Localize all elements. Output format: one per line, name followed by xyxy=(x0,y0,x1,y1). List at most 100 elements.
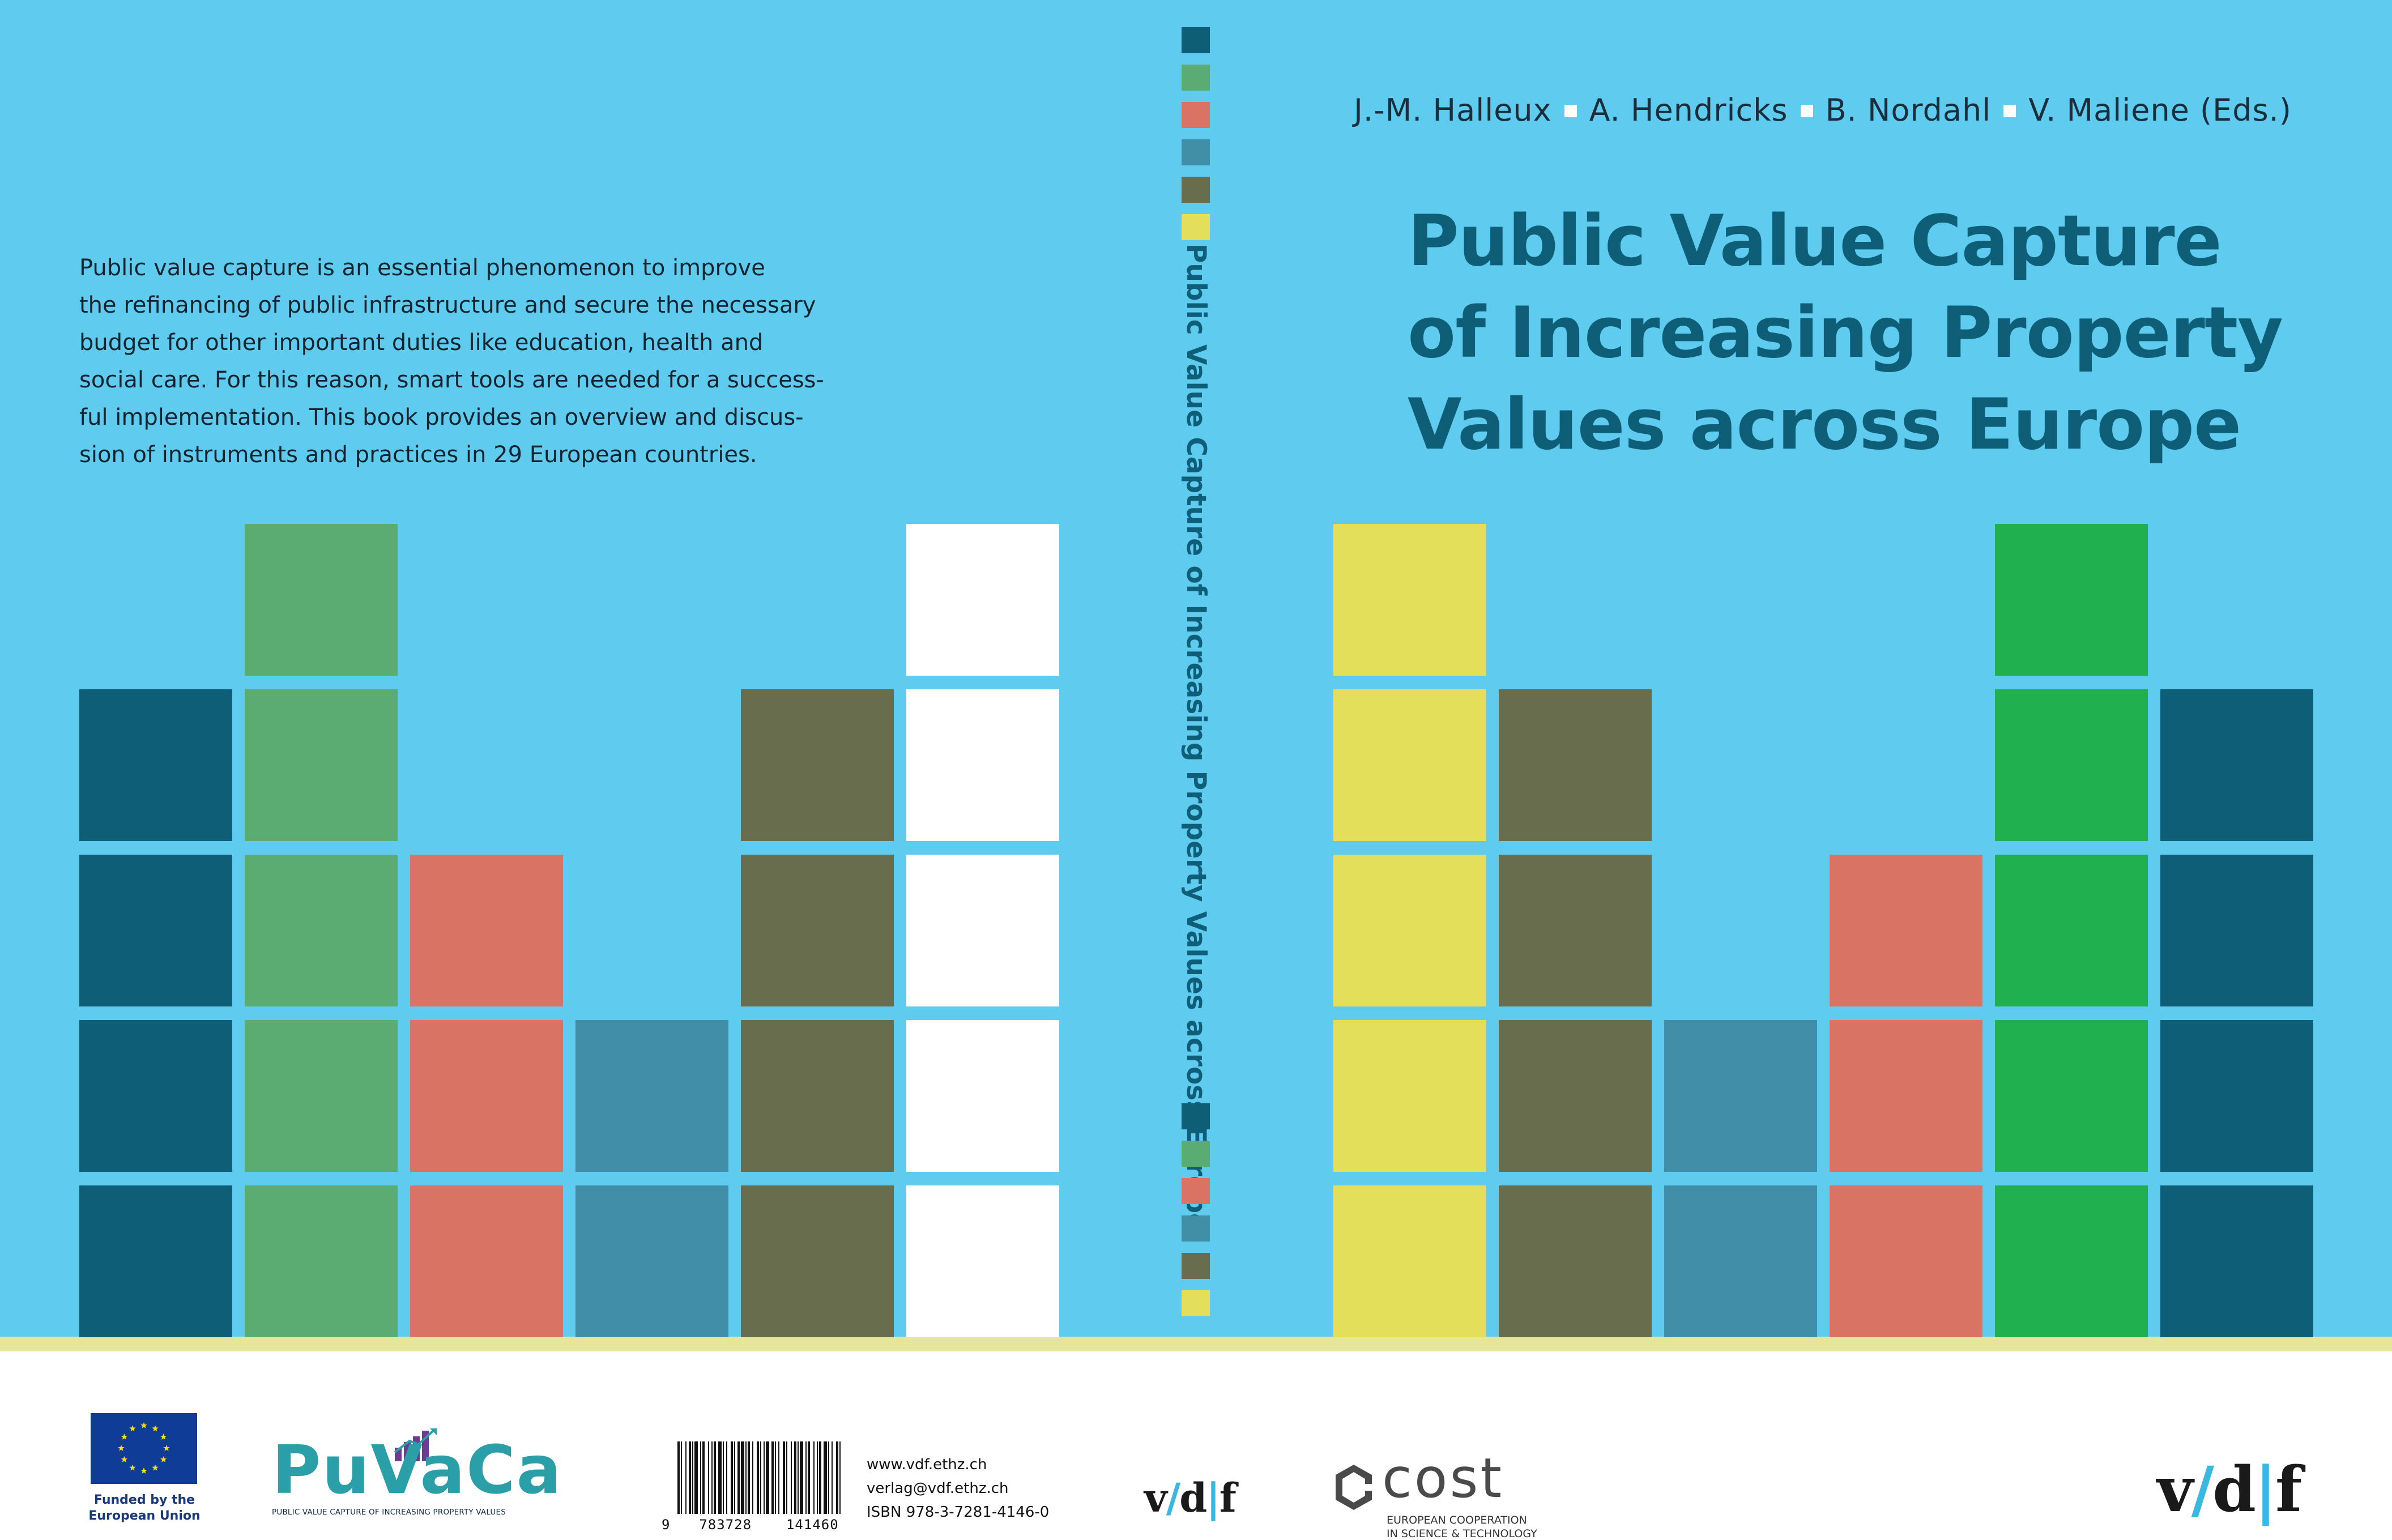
eu-star-icon xyxy=(152,1464,159,1471)
square-coral xyxy=(410,1185,563,1337)
square-sage-green xyxy=(245,689,398,841)
square-dark-teal xyxy=(2160,855,2313,1006)
square-white xyxy=(906,1020,1059,1172)
barcode-bar xyxy=(832,1441,833,1514)
vdf-logo-large: v/d|f xyxy=(2157,1453,2302,1526)
square-bright-green xyxy=(1995,1020,2148,1172)
square-steel-blue xyxy=(1664,1185,1817,1337)
spine-square-coral xyxy=(1182,1178,1210,1204)
barcode-bar xyxy=(819,1441,821,1514)
spine-square-yellow xyxy=(1182,1290,1210,1316)
vdf-letter: f xyxy=(1219,1474,1236,1521)
square-coral xyxy=(1830,1020,1982,1172)
square-bright-green xyxy=(1995,689,2148,841)
eu-star-icon xyxy=(121,1434,128,1440)
puvaca-wordmark: PuVaCa xyxy=(272,1431,563,1509)
eu-star-icon xyxy=(140,1468,147,1474)
square-olive xyxy=(741,1185,894,1337)
square-steel-blue xyxy=(1664,1020,1817,1172)
spine-square-sage-green xyxy=(1182,1141,1210,1167)
eu-caption-line: European Union xyxy=(88,1509,201,1523)
barcode-bar xyxy=(752,1441,753,1514)
eu-flag-icon xyxy=(91,1413,197,1484)
barcode-bar xyxy=(805,1441,807,1514)
eu-funding-caption: Funded by the European Union xyxy=(74,1492,215,1524)
barcode-digit-group: 783728 xyxy=(699,1517,752,1533)
barcode-bar xyxy=(692,1441,693,1514)
barcode-bar xyxy=(839,1441,841,1514)
cost-wordmark: cost xyxy=(1382,1447,1504,1510)
square-olive xyxy=(1499,1020,1652,1172)
title-line: Public Value Capture xyxy=(1408,201,2222,282)
barcode-digit-group: 9 xyxy=(662,1517,671,1533)
blurb-line: sion of instruments and practices in 29 … xyxy=(79,442,757,468)
vdf-bar: | xyxy=(1206,1474,1221,1521)
puvaca-subtitle: PUBLIC VALUE CAPTURE OF INCREASING PROPE… xyxy=(272,1508,506,1517)
spine-square-yellow xyxy=(1182,214,1210,240)
author-name: J.-M. Halleux xyxy=(1354,92,1552,128)
square-white xyxy=(906,1185,1059,1337)
barcode-bar xyxy=(711,1441,713,1514)
cost-subtitle: EUROPEAN COOPERATION IN SCIENCE & TECHNO… xyxy=(1387,1513,1537,1540)
cost-subtitle-line: EUROPEAN COOPERATION xyxy=(1387,1514,1527,1526)
author-name: B. Nordahl xyxy=(1825,92,1992,128)
eu-star-icon xyxy=(129,1425,136,1432)
vdf-letter: v xyxy=(2157,1453,2193,1526)
square-sage-green xyxy=(245,855,398,1006)
spine-square-dark-teal xyxy=(1182,1103,1210,1129)
barcode-bar xyxy=(731,1441,733,1514)
barcode-bar xyxy=(783,1441,785,1514)
barcode-bar xyxy=(800,1441,803,1514)
barcode-bar xyxy=(708,1441,709,1514)
barcode-bar xyxy=(794,1441,796,1514)
eu-star-icon xyxy=(129,1464,136,1471)
separator-square xyxy=(1800,105,1813,117)
eu-stars-icon xyxy=(118,1422,170,1474)
publisher-contact: www.vdf.ethz.ch verlag@vdf.ethz.ch ISBN … xyxy=(867,1453,1049,1524)
eu-star-icon xyxy=(118,1445,125,1451)
spine-square-steel-blue xyxy=(1182,139,1210,165)
barcode-bar xyxy=(702,1441,705,1514)
barcode-bar xyxy=(700,1441,701,1514)
barcode-bar xyxy=(798,1441,799,1514)
barcode-bar xyxy=(714,1441,716,1514)
square-coral xyxy=(1830,855,1982,1006)
square-bright-green xyxy=(1995,524,2148,676)
spine-square-olive xyxy=(1182,1253,1210,1279)
barcode-bar xyxy=(764,1441,765,1514)
cost-subtitle-line: IN SCIENCE & TECHNOLOGY xyxy=(1387,1528,1537,1540)
spine-title: Public Value Capture of Increasing Prope… xyxy=(1180,244,1212,1232)
eu-star-icon xyxy=(121,1456,128,1462)
square-olive xyxy=(741,689,894,841)
barcode-bar xyxy=(694,1441,698,1514)
barcode-bar xyxy=(766,1441,769,1514)
barcode-bar xyxy=(808,1441,810,1514)
separator-square xyxy=(2003,105,2016,117)
vdf-letter: f xyxy=(2275,1453,2302,1526)
barcode-icon xyxy=(677,1441,841,1514)
barcode-bar xyxy=(726,1441,727,1514)
square-bright-green xyxy=(1995,1185,2148,1337)
barcode-bar xyxy=(778,1441,779,1514)
barcode-bar xyxy=(689,1441,691,1514)
spine-square-dark-teal xyxy=(1182,27,1210,53)
barcode-bar xyxy=(748,1441,750,1514)
back-cover-blurb: Public value capture is an essential phe… xyxy=(79,249,827,473)
barcode-bar xyxy=(771,1441,774,1514)
footer-divider-band xyxy=(0,1337,2392,1351)
author-name: V. Maliene (Eds.) xyxy=(2028,92,2292,128)
publisher-email: verlag@vdf.ethz.ch xyxy=(867,1480,1009,1497)
barcode-bar xyxy=(685,1441,687,1514)
eu-star-icon xyxy=(140,1422,147,1428)
barcode-bar xyxy=(734,1441,735,1514)
barcode-bar xyxy=(677,1441,680,1514)
barcode-bar xyxy=(791,1441,792,1514)
square-olive xyxy=(741,855,894,1006)
square-dark-teal xyxy=(2160,689,2313,841)
square-yellow xyxy=(1333,1185,1486,1337)
square-sage-green xyxy=(245,1185,398,1337)
spine-square-steel-blue xyxy=(1182,1215,1210,1242)
square-dark-teal xyxy=(2160,1185,2313,1337)
barcode-digit-group: 141460 xyxy=(786,1517,839,1533)
